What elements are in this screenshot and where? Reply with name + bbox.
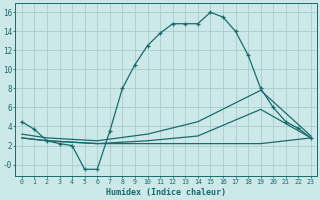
X-axis label: Humidex (Indice chaleur): Humidex (Indice chaleur) bbox=[106, 188, 226, 197]
